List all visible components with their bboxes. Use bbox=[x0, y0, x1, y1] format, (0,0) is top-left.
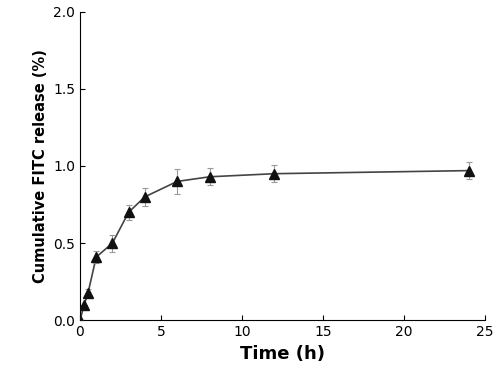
Y-axis label: Cumulative FITC release (%): Cumulative FITC release (%) bbox=[32, 49, 48, 283]
X-axis label: Time (h): Time (h) bbox=[240, 345, 325, 363]
